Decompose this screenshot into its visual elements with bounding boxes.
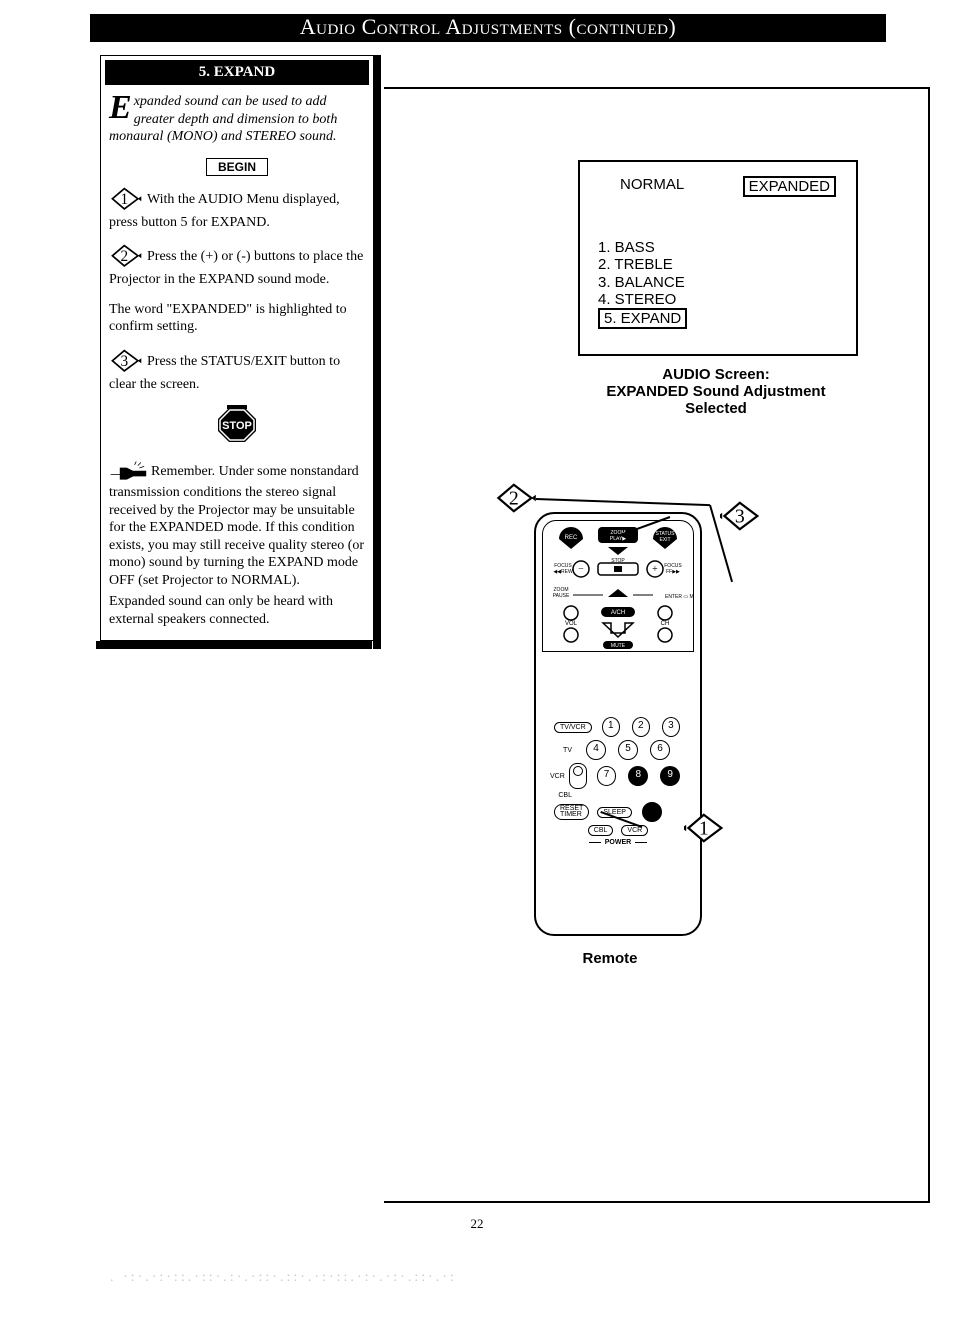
stop-label: STOP	[222, 420, 252, 432]
num-9: 9	[660, 766, 680, 786]
scan-noise: . ·:·.·:·::.·::·.:·.·::·.::·.·:·::.·:·.·…	[110, 1270, 830, 1294]
note-tail: Expanded sound can only be heard with ex…	[109, 593, 365, 628]
section-heading: 5. EXPAND	[105, 60, 369, 85]
dropcap: E	[109, 93, 134, 121]
callout-2-num: 2	[509, 488, 519, 510]
step-3-text: Press the STATUS/EXIT button to clear th…	[109, 354, 340, 392]
num-5: 5	[618, 740, 638, 760]
svg-text:−: −	[578, 564, 584, 575]
step-2: 2 Press the (+) or (-) buttons to place …	[109, 243, 365, 289]
remote-illustration: REC ZOOM PLAY▶ STATUS EXIT FOCUS ◀◀REW −…	[494, 480, 694, 940]
num-6: 6	[650, 740, 670, 760]
screen-menu: 1. BASS 2. TREBLE 3. BALANCE 4. STEREO 5…	[598, 239, 856, 329]
svg-text:3: 3	[120, 352, 128, 369]
callout-1: 1	[684, 810, 728, 851]
step-1-icon: 1	[109, 186, 143, 214]
screen-menu-item: 2. TREBLE	[598, 256, 856, 273]
intro-body: xpanded sound can be used to add greater…	[109, 94, 337, 144]
num-4: 4	[586, 740, 606, 760]
instruction-panel-bottom-border	[96, 641, 372, 649]
remote-top-panel: REC ZOOM PLAY▶ STATUS EXIT FOCUS ◀◀REW −…	[542, 520, 694, 652]
callout-3-num: 3	[735, 506, 745, 528]
reset-timer-button: RESETTIMER	[554, 804, 589, 821]
svg-text:A/CH: A/CH	[611, 610, 625, 616]
screen-caption-line1: AUDIO Screen:	[662, 366, 770, 383]
step-2-followup: The word "EXPANDED" is highlighted to co…	[109, 301, 365, 336]
screen-menu-item: 1. BASS	[598, 239, 856, 256]
num-3: 3	[662, 717, 680, 737]
screen-menu-item-selected: 5. EXPAND	[598, 308, 687, 329]
step-3: 3 Press the STATUS/EXIT button to clear …	[109, 348, 365, 394]
audio-screen-mock: NORMAL EXPANDED 1. BASS 2. TREBLE 3. BAL…	[578, 160, 858, 356]
num-7: 7	[597, 766, 617, 786]
svg-text:STOP: STOP	[611, 558, 625, 564]
svg-text:ENTER ▭ MEM: ENTER ▭ MEM	[665, 594, 693, 600]
page-title: Audio Control Adjustments (continued)	[90, 14, 886, 40]
step-2-icon: 2	[109, 243, 143, 271]
callout-3: 3	[720, 498, 764, 539]
step-2-text: Press the (+) or (-) buttons to place th…	[109, 249, 363, 287]
stop-badge: STOP	[101, 405, 373, 450]
svg-text:FF▶▶: FF▶▶	[666, 569, 680, 575]
screen-option-expanded: EXPANDED	[743, 176, 836, 197]
vcr-label: VCR	[550, 773, 565, 780]
power-label: POWER	[605, 839, 631, 846]
svg-text:MUTE: MUTE	[611, 643, 626, 649]
callout-2: 2	[494, 480, 538, 521]
cbl-power-button: CBL	[588, 825, 614, 836]
intro-text: Expanded sound can be used to add greate…	[109, 93, 365, 146]
title-bar: Audio Control Adjustments (continued)	[90, 14, 886, 42]
svg-text:CH: CH	[661, 621, 670, 627]
svg-text:2: 2	[120, 248, 128, 265]
svg-text:PAUSE: PAUSE	[553, 593, 570, 599]
vcr-power-button: VCR	[621, 825, 648, 836]
instruction-panel-right-border	[373, 55, 381, 649]
note-text: Remember. Under some nonstandard transmi…	[109, 460, 365, 589]
svg-text:VOL: VOL	[565, 621, 578, 627]
svg-text:EXIT: EXIT	[659, 537, 670, 543]
instruction-panel: 5. EXPAND Expanded sound can be used to …	[100, 55, 373, 641]
num-2: 2	[632, 717, 650, 737]
screen-menu-item: 4. STEREO	[598, 291, 856, 308]
remote-body: REC ZOOM PLAY▶ STATUS EXIT FOCUS ◀◀REW −…	[534, 512, 702, 936]
callout-2-line	[536, 498, 710, 506]
step-1: 1 With the AUDIO Menu displayed, press b…	[109, 186, 365, 232]
screen-caption-line2: EXPANDED Sound Adjustment Selected	[606, 383, 825, 417]
svg-text:1: 1	[120, 190, 128, 207]
screen-option-normal: NORMAL	[620, 176, 684, 197]
remote-numpad: TV/VCR 1 2 3 TV 4 5 6 VCR 7 8 9	[550, 714, 686, 849]
tv-label: TV	[550, 747, 572, 754]
page: Audio Control Adjustments (continued) 5.…	[0, 0, 954, 1331]
page-number: 22	[0, 1216, 954, 1232]
screen-menu-item: 3. BALANCE	[598, 274, 856, 291]
remote-caption: Remote	[480, 950, 740, 967]
callout-1-num: 1	[699, 818, 709, 840]
remote-rec-label: REC	[565, 535, 578, 541]
screen-caption: AUDIO Screen: EXPANDED Sound Adjustment …	[578, 366, 854, 417]
begin-badge: BEGIN	[206, 158, 268, 176]
cbl-label: CBL	[550, 792, 572, 799]
step-1-text: With the AUDIO Menu displayed, press but…	[109, 192, 340, 230]
mode-switch	[569, 763, 587, 789]
num-1: 1	[602, 717, 620, 737]
svg-text:+: +	[652, 564, 658, 575]
num-8: 8	[628, 766, 648, 786]
step-3-icon: 3	[109, 348, 143, 376]
tv-vcr-button: TV/VCR	[554, 722, 592, 733]
num-0	[642, 802, 662, 822]
pointing-hand-icon	[109, 460, 149, 484]
svg-text:◀◀REW: ◀◀REW	[553, 569, 573, 575]
